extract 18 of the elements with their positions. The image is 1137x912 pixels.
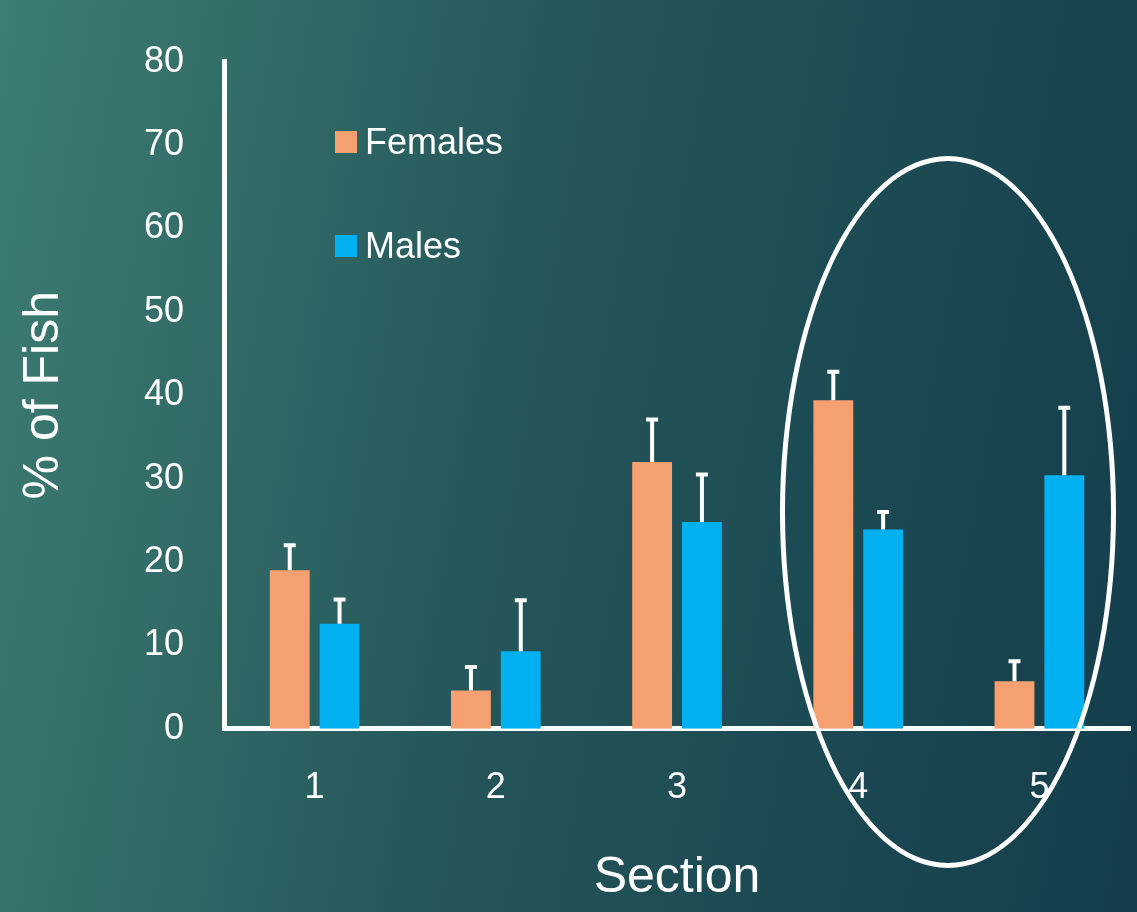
legend-label: Males	[365, 225, 462, 267]
y-tick-label: 60	[144, 205, 185, 247]
y-tick-label: 70	[144, 121, 185, 163]
x-axis-title: Section	[593, 846, 761, 903]
y-tick-label: 40	[144, 372, 185, 414]
x-tick-label: 3	[667, 765, 688, 807]
x-tick-label: 1	[304, 765, 325, 807]
y-tick-label: 10	[144, 622, 185, 664]
y-tick-label: 50	[144, 288, 185, 330]
y-tick-label: 20	[144, 538, 185, 580]
y-axis-title: % of Fish	[12, 291, 69, 500]
y-tick-label: 0	[164, 705, 185, 747]
legend-label: Females	[365, 121, 504, 163]
y-tick-label: 80	[144, 38, 185, 80]
x-tick-label: 2	[485, 765, 506, 807]
x-tick-label: 4	[848, 765, 869, 807]
y-tick-label: 30	[144, 455, 185, 497]
x-tick-label: 5	[1029, 765, 1050, 807]
